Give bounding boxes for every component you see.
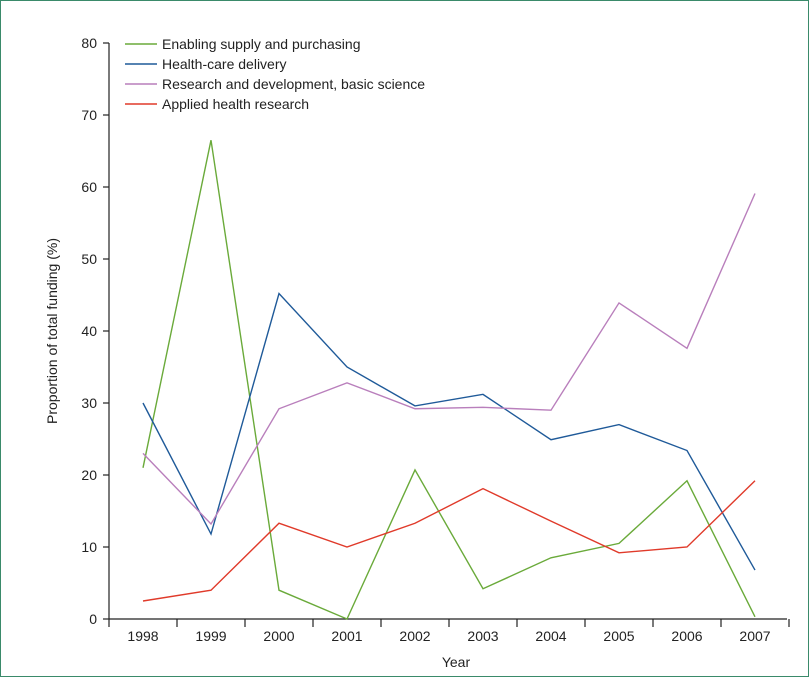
x-tick-label: 1998 — [127, 628, 158, 644]
series-line — [142, 193, 756, 526]
legend-label: Research and development, basic science — [162, 76, 425, 92]
x-tick-label: 2003 — [467, 628, 498, 644]
y-tick-label: 10 — [81, 539, 97, 555]
legend-label: Health-care delivery — [162, 56, 287, 72]
x-tick-label: 2005 — [603, 628, 634, 644]
y-tick-label: 50 — [81, 251, 97, 267]
x-tick-label: 2007 — [739, 628, 770, 644]
legend-label: Applied health research — [162, 96, 309, 112]
y-tick-label: 40 — [81, 323, 97, 339]
x-tick-label: 2004 — [535, 628, 566, 644]
x-tick-label: 2006 — [671, 628, 702, 644]
series-line — [142, 292, 756, 571]
y-tick-label: 60 — [81, 179, 97, 195]
y-tick-label: 20 — [81, 467, 97, 483]
y-tick-label: 80 — [81, 35, 97, 51]
y-axis-label: Proportion of total funding (%) — [44, 238, 60, 424]
series-line — [142, 480, 756, 602]
series-layer — [142, 140, 756, 620]
y-tick-label: 70 — [81, 107, 97, 123]
x-tick-label: 2002 — [399, 628, 430, 644]
y-ticks: 0 10 20 30 40 50 60 70 80 — [81, 35, 109, 627]
x-axis-label: Year — [442, 654, 471, 670]
y-tick-label: 30 — [81, 395, 97, 411]
x-tick-label: 2000 — [263, 628, 294, 644]
y-tick-label: 0 — [89, 611, 97, 627]
x-tick-label: 1999 — [195, 628, 226, 644]
x-tick-label: 2001 — [331, 628, 362, 644]
legend: Enabling supply and purchasing Health-car… — [125, 36, 425, 112]
series-line — [142, 140, 756, 620]
x-ticks: 1998 1999 2000 2001 2002 2003 2004 2005 2006 2007 — [108, 619, 790, 644]
legend-label: Enabling supply and purchasing — [162, 36, 360, 52]
